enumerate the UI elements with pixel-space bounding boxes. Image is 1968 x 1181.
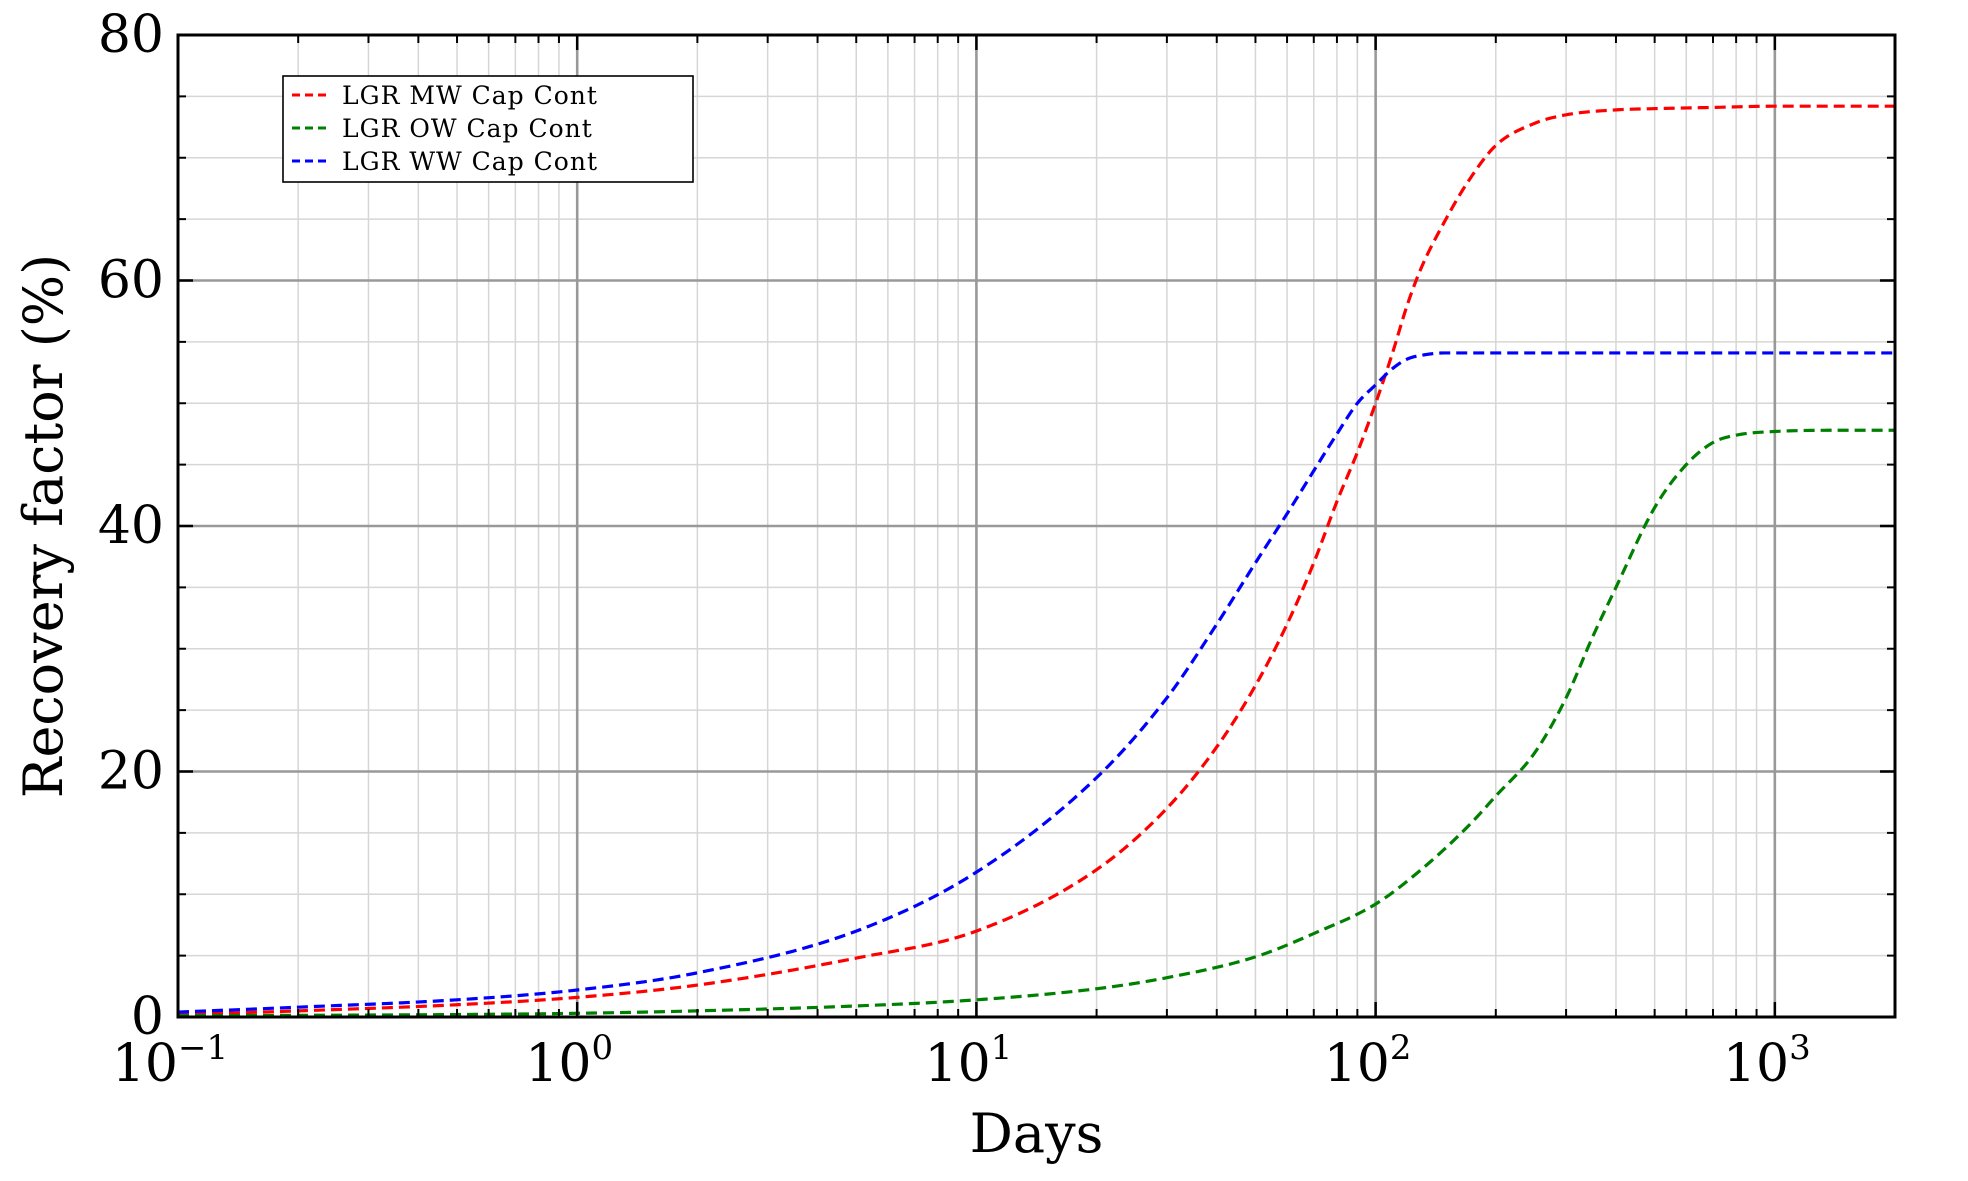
x-tick-labels: 10−1 100 101 102 103 — [112, 1028, 1811, 1094]
x-tick-label: 102 — [1324, 1028, 1412, 1094]
series-line-1 — [177, 104, 1895, 1017]
x-tick-label-base: 10 — [1723, 1034, 1789, 1094]
axis-ticks — [176, 33, 1895, 1019]
x-tick-label-base: 10 — [1324, 1034, 1390, 1094]
x-tick-label-base: 10 — [925, 1034, 991, 1094]
x-axis-title: Days — [970, 1102, 1104, 1165]
x-tick-label-exponent: 0 — [591, 1028, 613, 1068]
x-tick-label-exponent: 3 — [1789, 1028, 1811, 1068]
x-tick-label-exponent: 1 — [991, 1028, 1013, 1068]
y-tick-label: 60 — [98, 251, 164, 311]
y-tick-label: 40 — [98, 496, 164, 556]
y-axis-title: Recovery factor (%) — [12, 254, 75, 798]
x-tick-label: 101 — [925, 1028, 1013, 1094]
x-tick-label: 10−1 — [112, 1028, 228, 1094]
legend-label: LGR OW Cap Cont — [342, 114, 593, 143]
x-tick-label-exponent: 2 — [1390, 1028, 1412, 1068]
x-tick-label-base: 10 — [112, 1034, 178, 1094]
x-tick-label: 100 — [525, 1028, 613, 1094]
series-line-2 — [177, 428, 1895, 1018]
x-tick-label: 103 — [1723, 1028, 1811, 1094]
series-layer — [177, 104, 1895, 1018]
legend-label: LGR WW Cap Cont — [342, 147, 598, 176]
legend-box — [282, 75, 694, 183]
y-tick-label: 0 — [131, 987, 164, 1047]
legend: LGR MW Cap Cont LGR OW Cap Cont LGR WW Cap… — [282, 75, 694, 183]
series-line-3 — [177, 351, 1895, 1014]
x-tick-label-exponent: −1 — [178, 1028, 228, 1068]
legend-label: LGR MW Cap Cont — [342, 81, 598, 110]
y-tick-label: 20 — [98, 742, 164, 802]
x-tick-label-base: 10 — [525, 1034, 591, 1094]
y-tick-labels: 0 20 40 60 80 — [98, 5, 164, 1047]
y-tick-label: 80 — [98, 5, 164, 65]
